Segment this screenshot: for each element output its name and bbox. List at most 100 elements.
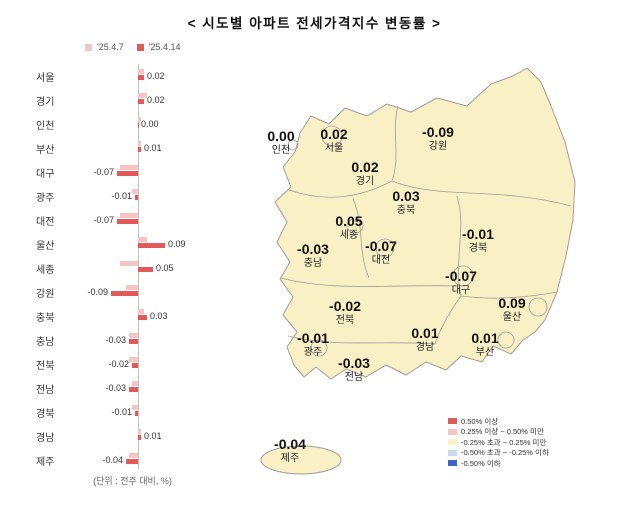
map-region-name: 대전 <box>371 254 391 266</box>
map-legend-item: 0.25% 이상 ~ 0.50% 미만 <box>448 427 549 438</box>
unit-note: (단위 : 전주 대비, %) <box>93 476 172 486</box>
map-region-label: 0.02 서울 <box>320 126 347 155</box>
bar-row: 대구 -0.07 <box>30 160 235 184</box>
bar-value-label: 0.09 <box>168 239 186 249</box>
map-region-name: 경기 <box>355 175 375 187</box>
bar-value-label: -0.07 <box>93 167 114 177</box>
bar-prev <box>138 141 141 146</box>
bar-value-label: 0.02 <box>147 71 165 81</box>
bar-prev <box>138 93 147 98</box>
bar-curr <box>135 410 138 416</box>
bar-prev <box>138 237 147 242</box>
bar-prev <box>129 453 138 458</box>
bar-row: 부산 0.01 <box>30 136 235 160</box>
map-region-label: 0.02 경기 <box>351 159 378 188</box>
map-value: 0.02 <box>351 159 379 175</box>
map-region-label: -0.07 대구 <box>445 268 477 297</box>
map-region-name: 서울 <box>324 142 344 154</box>
map-legend-swatch <box>448 449 457 456</box>
map-legend-label: 0.50% 이상 <box>461 416 499 426</box>
bar-prev <box>120 165 138 170</box>
map-value: 0.09 <box>498 295 526 311</box>
bar-row: 세종 0.05 <box>30 256 235 280</box>
bar-value-label: -0.01 <box>111 407 132 417</box>
map-region-label: 0.05 세종 <box>335 213 362 242</box>
bar-value-label: -0.04 <box>102 455 123 465</box>
map-legend-label: -0.50% 초과 ~ -0.25% 이하 <box>461 448 549 458</box>
map-value: 0.05 <box>335 213 363 229</box>
bar-row: 서울 0.02 <box>30 64 235 88</box>
bar-prev <box>120 213 138 218</box>
bar-category-label: 경남 <box>36 433 55 444</box>
map-legend: 0.50% 이상 0.25% 이상 ~ 0.50% 미만 -0.25% 초과 ~ 0… <box>448 416 549 469</box>
bar-row: 인천 0.00 <box>30 112 235 136</box>
bar-category-label: 서울 <box>36 73 55 84</box>
page-title: < 시도별 아파트 전세가격지수 변동률 > <box>187 16 442 31</box>
bar-row: 전남 -0.03 <box>30 376 235 400</box>
bar-value-label: -0.07 <box>93 215 114 225</box>
bar-prev <box>138 69 144 74</box>
map-region-label: -0.03 충남 <box>297 241 329 270</box>
map-value: 0.02 <box>320 126 348 142</box>
bar-prev <box>138 429 141 434</box>
bar-curr <box>126 458 138 464</box>
bar-category-label: 울산 <box>36 241 55 252</box>
bar-category-label: 대전 <box>36 217 55 228</box>
map-region-name: 세종 <box>339 229 359 241</box>
bar-category-label: 강원 <box>36 289 55 300</box>
bar-category-label: 부산 <box>36 145 55 156</box>
map-region-name: 대구 <box>451 284 471 296</box>
bar-category-label: 제주 <box>36 457 55 468</box>
bar-curr <box>138 314 147 320</box>
bar-curr <box>117 218 138 224</box>
map-legend-item: -0.25% 초과 ~ 0.25% 미만 <box>448 437 549 448</box>
bar-row: 충북 0.03 <box>30 304 235 328</box>
jeju-island-shape <box>260 445 342 475</box>
bar-curr <box>138 122 139 128</box>
map-legend-item: 0.50% 이상 <box>448 416 549 427</box>
bar-prev <box>138 309 144 314</box>
bar-chart: '25.4.7 '25.4.14 서울 0.02 경기 0.02 인천 0.00 부산 0.0… <box>30 40 235 500</box>
bar-category-label: 세종 <box>36 265 55 276</box>
map-region-name: 충남 <box>303 257 323 269</box>
bar-prev <box>126 285 138 290</box>
bar-category-label: 충남 <box>36 337 55 348</box>
bar-prev <box>129 333 138 338</box>
bar-category-label: 전북 <box>36 361 55 372</box>
map-value: -0.02 <box>329 298 361 314</box>
map-value: -0.09 <box>422 124 454 140</box>
bar-value-label: 0.03 <box>150 311 168 321</box>
map-region-label: 0.00 인천 <box>267 128 294 157</box>
bar-prev <box>138 117 141 122</box>
bar-curr <box>111 290 138 296</box>
map-region-name: 충북 <box>396 204 416 216</box>
map-region-name: 강원 <box>428 140 448 152</box>
bar-category-label: 광주 <box>36 193 55 204</box>
map-region-name: 경북 <box>468 242 488 254</box>
bar-curr <box>138 98 144 104</box>
map-region-label: 0.01 경남 <box>411 325 438 354</box>
map-region-label: -0.07 대전 <box>365 238 397 267</box>
map-value: -0.03 <box>338 355 370 371</box>
bar-category-label: 경기 <box>36 97 55 108</box>
legend-swatch-curr <box>136 43 144 51</box>
map-value: 0.01 <box>411 325 439 341</box>
legend-label-prev: '25.4.7 <box>97 42 124 52</box>
bar-row: 제주 -0.04 <box>30 448 235 472</box>
map-value: 0.00 <box>267 128 295 144</box>
bar-category-label: 충북 <box>36 313 55 324</box>
bar-prev <box>132 189 138 194</box>
map-legend-label: -0.25% 초과 ~ 0.25% 미만 <box>461 437 547 447</box>
bar-row: 강원 -0.09 <box>30 280 235 304</box>
map-legend-swatch <box>448 428 457 435</box>
bar-curr <box>132 362 138 368</box>
map-region-name: 전남 <box>344 371 364 383</box>
province-borders <box>280 105 572 357</box>
map-panel: 0.00 인천 0.02 서울 -0.09 강원 0.02 경기 0.03 충북 0.05 세종 -0.… <box>235 48 629 505</box>
bar-value-label: -0.09 <box>87 287 108 297</box>
legend-swatch-prev <box>85 43 92 51</box>
bar-category-label: 경북 <box>36 409 55 420</box>
bar-value-label: -0.01 <box>111 191 132 201</box>
bar-curr <box>138 434 141 440</box>
mainland-shape <box>274 67 576 380</box>
